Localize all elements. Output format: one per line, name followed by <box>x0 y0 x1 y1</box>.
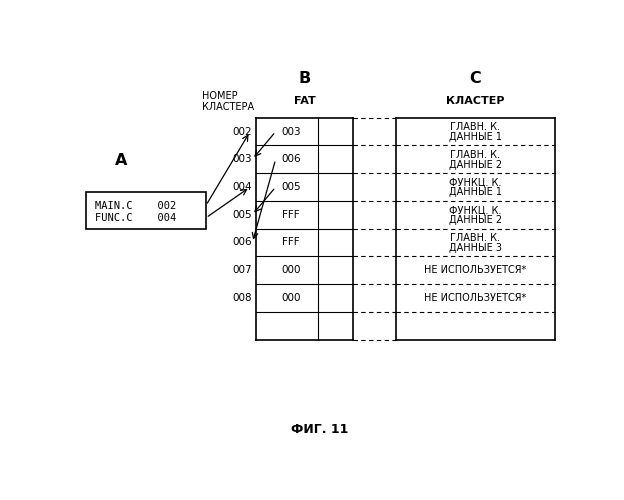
Text: 003: 003 <box>281 126 301 136</box>
Text: 004: 004 <box>233 182 252 192</box>
Bar <box>85 192 206 230</box>
Text: 003: 003 <box>233 154 252 164</box>
Text: 007: 007 <box>233 265 252 275</box>
Text: MAIN.C    002: MAIN.C 002 <box>95 200 177 210</box>
Text: FUNC.C    004: FUNC.C 004 <box>95 213 177 223</box>
Text: 005: 005 <box>233 210 252 220</box>
Text: ГЛАВН. К.: ГЛАВН. К. <box>450 233 500 243</box>
Text: FAT: FAT <box>294 96 316 106</box>
Text: 002: 002 <box>233 126 252 136</box>
Text: ФУНКЦ. К.: ФУНКЦ. К. <box>449 178 501 188</box>
Text: НЕ ИСПОЛЬЗУЕТСЯ*: НЕ ИСПОЛЬЗУЕТСЯ* <box>424 265 526 275</box>
Text: A: A <box>114 152 127 168</box>
Text: КЛАСТЕР: КЛАСТЕР <box>446 96 504 106</box>
Text: ДАННЫЕ 2: ДАННЫЕ 2 <box>449 160 502 170</box>
Text: НЕ ИСПОЛЬЗУЕТСЯ*: НЕ ИСПОЛЬЗУЕТСЯ* <box>424 293 526 303</box>
Text: ФИГ. 11: ФИГ. 11 <box>291 423 348 436</box>
Text: 000: 000 <box>281 265 301 275</box>
Text: ДАННЫЕ 1: ДАННЫЕ 1 <box>449 188 502 198</box>
Text: ДАННЫЕ 1: ДАННЫЕ 1 <box>449 132 502 142</box>
Text: 005: 005 <box>281 182 301 192</box>
Text: 006: 006 <box>233 238 252 248</box>
Text: НОМЕР
КЛАСТЕРА: НОМЕР КЛАСТЕРА <box>202 91 254 112</box>
Text: 006: 006 <box>281 154 301 164</box>
Text: ГЛАВН. К.: ГЛАВН. К. <box>450 122 500 132</box>
Text: 000: 000 <box>281 293 301 303</box>
Text: FFF: FFF <box>282 210 300 220</box>
Text: ФУНКЦ. К.: ФУНКЦ. К. <box>449 205 501 215</box>
Text: FFF: FFF <box>282 238 300 248</box>
Text: ДАННЫЕ 3: ДАННЫЕ 3 <box>449 243 502 253</box>
Text: 008: 008 <box>233 293 252 303</box>
Text: ДАННЫЕ 2: ДАННЫЕ 2 <box>449 215 502 225</box>
Text: C: C <box>469 71 481 86</box>
Text: B: B <box>298 71 311 86</box>
Text: ГЛАВН. К.: ГЛАВН. К. <box>450 150 500 160</box>
